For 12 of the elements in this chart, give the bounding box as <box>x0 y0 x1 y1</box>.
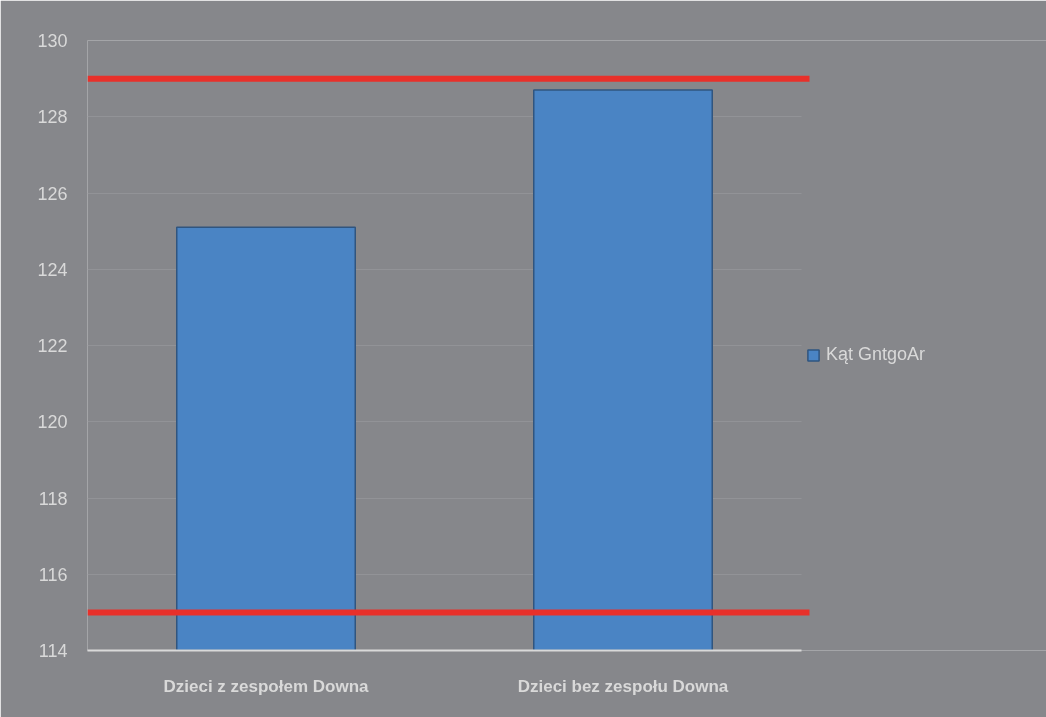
x-tick-label: Dzieci z zespołem Downa <box>163 676 370 696</box>
y-tick-label: 114 <box>38 641 68 661</box>
y-tick-label: 124 <box>37 259 68 280</box>
y-tick-label: 128 <box>37 107 68 128</box>
x-tick-label: Dzieci bez zespołu Downa <box>517 676 729 696</box>
y-tick-label: 130 <box>37 31 68 51</box>
y-tick-label: 122 <box>37 336 68 356</box>
y-tick-label: 120 <box>37 412 68 433</box>
y-tick-label: 118 <box>38 488 68 509</box>
legend-label: Kąt GntgoAr <box>826 344 926 365</box>
y-tick-label: 126 <box>37 183 68 204</box>
y-tick-label: 116 <box>38 564 68 585</box>
